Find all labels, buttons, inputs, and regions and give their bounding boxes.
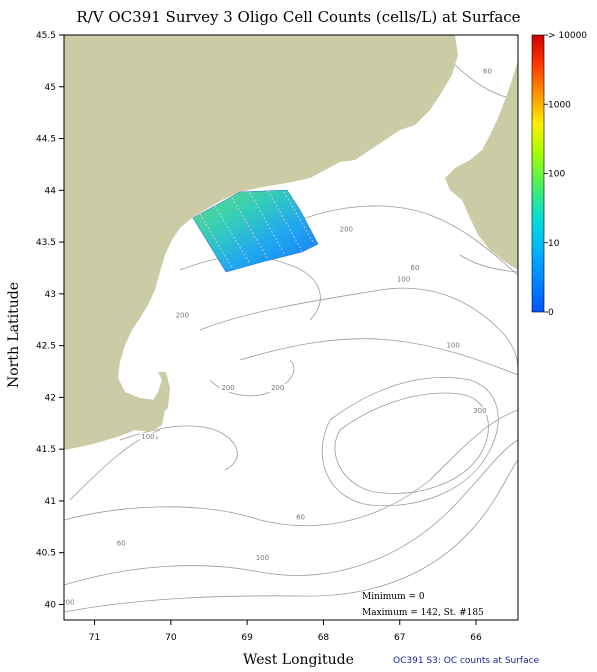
y-tick-label: 40.5 — [36, 549, 56, 559]
y-tick-label: 41 — [45, 497, 56, 507]
contour-label: 200 — [340, 226, 353, 234]
y-tick-label: 45 — [45, 83, 56, 93]
contour-label: 100 — [256, 554, 269, 562]
land-new-england — [64, 35, 458, 450]
colorbar-gradient — [531, 34, 545, 313]
contour-label: 100 — [397, 275, 410, 283]
stat-maximum: Maximum = 142, St. #185 — [362, 608, 484, 618]
contour-label: 60 — [296, 514, 305, 522]
survey-tracks — [199, 190, 315, 269]
colorbar-label: 1000 — [548, 100, 571, 110]
contour-label-bg — [338, 225, 355, 234]
map-frame — [63, 34, 519, 621]
contour-label-bg — [479, 67, 496, 76]
contour-label: 60 — [117, 539, 126, 547]
land-island — [98, 430, 118, 438]
contour-label-bg — [139, 432, 156, 441]
contour-label-bg — [220, 384, 237, 393]
map-title: R/V OC391 Survey 3 Oligo Cell Counts (ce… — [76, 8, 521, 26]
contour-label: 300 — [473, 407, 486, 415]
contour-label: 200 — [176, 312, 189, 320]
x-tick-label: 71 — [89, 633, 100, 643]
x-tick-label: 69 — [241, 633, 253, 643]
x-tick-label: 68 — [318, 633, 330, 643]
y-tick-label: 40 — [45, 600, 57, 610]
colorbar-label: 0 — [548, 308, 554, 318]
contour-label-bg — [269, 384, 286, 393]
contour-label: 200 — [221, 384, 234, 392]
x-tick-label: 67 — [394, 633, 405, 643]
plot-credit: OC391 S3: OC counts at Surface — [393, 656, 540, 666]
colorbar-label: 100 — [548, 170, 565, 180]
cell-count-field — [192, 189, 319, 273]
contour-label-bg — [254, 553, 271, 562]
contour-label: 200 — [271, 384, 284, 392]
x-tick-label: 70 — [165, 633, 177, 643]
y-tick-label: 41.5 — [36, 445, 56, 455]
colorbar-label: > 10000 — [548, 31, 587, 41]
contour-label-bg — [174, 311, 191, 320]
y-tick-label: 44.5 — [36, 135, 56, 145]
contour-label: 60 — [483, 67, 492, 75]
y-tick-label: 44 — [45, 186, 57, 196]
contour-label-bg — [471, 406, 488, 415]
y-tick-label: 45.5 — [36, 31, 56, 41]
stat-minimum: Minimum = 0 — [362, 592, 425, 602]
y-tick-label: 42 — [45, 393, 56, 403]
land-nova-scotia — [445, 35, 518, 270]
contour-label: 200 — [61, 598, 74, 606]
x-axis-label: West Longitude — [243, 652, 354, 668]
contour-label: 60 — [411, 264, 420, 272]
contour-label-bg — [445, 341, 462, 350]
contour-label-bg — [395, 275, 412, 284]
y-tick-label: 43.5 — [36, 238, 56, 248]
y-tick-label: 42.5 — [36, 342, 56, 352]
y-tick-label: 43 — [45, 290, 56, 300]
land-cape-cod — [112, 372, 170, 420]
contour-label: 100 — [446, 342, 459, 350]
colorbar-label: 10 — [548, 239, 560, 249]
contour-label-bg — [292, 513, 309, 522]
contour-label: 100 — [141, 433, 154, 441]
contour-label-bg — [64, 598, 76, 607]
x-axis-ticks: 71 70 69 68 67 66 — [89, 620, 482, 643]
x-tick-label: 66 — [470, 633, 482, 643]
contour-label-bg — [113, 539, 130, 548]
y-axis-ticks: 45.5 45 44.5 44 43.5 43 42.5 42 41.5 41 40.5 40 — [36, 31, 64, 610]
contour-label-bg — [406, 264, 423, 273]
